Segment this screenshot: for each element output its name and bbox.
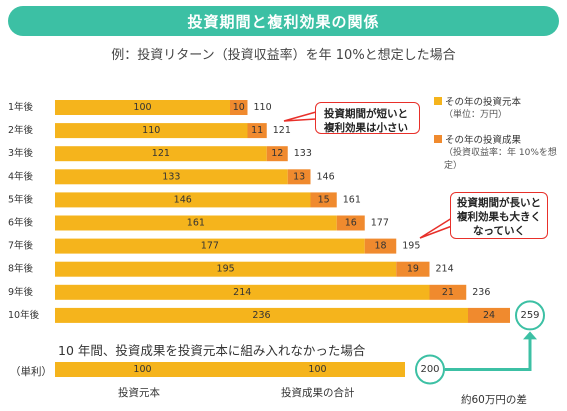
gain-value-7: 18 xyxy=(374,241,386,252)
principal-value-4: 133 xyxy=(162,171,180,182)
gain-bar-6 xyxy=(336,215,365,231)
gain-value-9: 21 xyxy=(442,287,454,298)
principal-value-6: 161 xyxy=(187,218,205,229)
gain-value-3: 12 xyxy=(271,148,283,159)
callout-short-line-1: 投資期間が短いと xyxy=(324,108,408,120)
gain-value-6: 16 xyxy=(345,218,357,229)
principal-value-10: 236 xyxy=(252,310,270,321)
callout-short-line-2: 複利効果は小さい xyxy=(324,122,408,135)
callout-long-line-1: 投資期間が長いと xyxy=(457,197,541,209)
gain-bar-8 xyxy=(396,261,430,277)
total-value-2: 121 xyxy=(273,125,291,136)
difference-label: 約60万円の差 xyxy=(461,394,527,406)
gain-value-8: 19 xyxy=(407,264,419,275)
simple-principal-value: 100 xyxy=(133,364,151,375)
principal-bar-10 xyxy=(55,307,468,323)
simple-total-circle xyxy=(415,354,445,385)
chart-subtitle: 例：投資リターン（投資収益率）を年 10%と想定した場合 xyxy=(111,48,456,63)
callout-long-line-3: なっていく xyxy=(473,225,525,238)
total-value-6: 177 xyxy=(371,218,389,229)
gain-value-10: 24 xyxy=(483,310,495,321)
category-label-4: 4年後 xyxy=(8,170,34,182)
principal-bar-4 xyxy=(55,169,288,185)
callout-long-pointer xyxy=(419,217,453,239)
legend-principal-swatch xyxy=(434,97,442,105)
principal-bar-7 xyxy=(55,238,365,254)
category-label-5: 5年後 xyxy=(8,193,34,205)
simple-gain-value: 100 xyxy=(308,364,326,375)
category-label-9: 9年後 xyxy=(8,286,34,298)
category-label-8: 8年後 xyxy=(8,263,34,275)
principal-bar-8 xyxy=(55,261,397,277)
principal-value-7: 177 xyxy=(201,241,219,252)
category-label-2: 2年後 xyxy=(8,124,34,136)
gain-value-1: 10 xyxy=(233,102,245,113)
total-value-3: 133 xyxy=(294,148,312,159)
principal-value-5: 146 xyxy=(174,194,192,205)
principal-bar-2 xyxy=(55,123,248,139)
total-value-9: 236 xyxy=(472,287,490,298)
difference-arrow-head xyxy=(523,331,537,340)
category-label-1: 1年後 xyxy=(8,101,34,113)
category-label-10: 10年後 xyxy=(8,309,40,321)
legend-principal-note: （単位：万円） xyxy=(444,110,508,121)
category-label-3: 3年後 xyxy=(8,147,34,159)
total-value-7: 195 xyxy=(402,241,420,252)
simple-gain-caption: 投資成果の合計 xyxy=(281,387,355,399)
gain-bar-9 xyxy=(429,284,467,300)
legend-gain: その年の投資成果 （投資収益率：年 10%を想定） xyxy=(434,134,567,172)
gain-bar-4 xyxy=(287,169,311,185)
simple-principal-bar xyxy=(55,362,230,377)
page-title: 投資期間と複利効果の関係 xyxy=(187,12,380,31)
gain-value-4: 13 xyxy=(293,171,305,182)
principal-value-2: 110 xyxy=(142,125,160,136)
principal-bar-1 xyxy=(55,100,230,115)
simple-interest-row-label: （単利） xyxy=(10,366,52,378)
legend-principal-label: その年の投資元本 xyxy=(445,97,522,108)
total-value-10: 259 xyxy=(520,310,539,321)
total-value-1: 110 xyxy=(254,102,272,113)
simple-principal-caption: 投資元本 xyxy=(118,387,160,399)
callout-long-line-2: 複利効果も大きく xyxy=(457,211,541,224)
legend-gain-note: （投資収益率：年 10%を想定） xyxy=(444,148,557,171)
principal-value-3: 121 xyxy=(152,148,170,159)
legend-principal: その年の投資元本 （単位：万円） xyxy=(434,96,521,122)
principal-value-1: 100 xyxy=(133,102,151,113)
title-bar: 投資期間と複利効果の関係 xyxy=(8,6,559,36)
gain-bar-1 xyxy=(230,100,248,115)
gain-bar-10 xyxy=(468,307,510,323)
total-value-8: 214 xyxy=(436,264,454,275)
principal-bar-9 xyxy=(55,284,430,300)
legend-gain-label: その年の投資成果 xyxy=(445,135,522,146)
simple-interest-title: 10 年間、投資成果を投資元本に組み入れなかった場合 xyxy=(58,343,366,358)
simple-gain-bar xyxy=(230,362,405,377)
gain-bar-7 xyxy=(364,238,397,254)
simple-total-value: 200 xyxy=(420,364,439,375)
total-circle-10 xyxy=(515,300,545,331)
gain-bar-5 xyxy=(310,192,337,208)
gain-value-2: 11 xyxy=(251,125,263,136)
principal-bar-5 xyxy=(55,192,311,208)
gain-bar-2 xyxy=(247,123,267,139)
total-value-5: 161 xyxy=(343,194,361,205)
callout-long-period: 投資期間が長いと 複利効果も大きく なっていく xyxy=(450,192,548,239)
difference-arrow-line xyxy=(445,337,532,371)
callout-short-period: 投資期間が短いと 複利効果は小さい xyxy=(315,102,420,134)
category-label-7: 7年後 xyxy=(8,240,34,252)
category-label-6: 6年後 xyxy=(8,217,34,229)
gain-value-5: 15 xyxy=(318,194,330,205)
principal-value-8: 195 xyxy=(217,264,235,275)
callout-short-pointer xyxy=(283,111,317,122)
total-value-4: 146 xyxy=(317,171,335,182)
legend-gain-swatch xyxy=(434,135,442,143)
gain-bar-3 xyxy=(266,146,288,162)
principal-bar-3 xyxy=(55,146,267,162)
principal-value-9: 214 xyxy=(233,287,251,298)
principal-bar-6 xyxy=(55,215,337,231)
